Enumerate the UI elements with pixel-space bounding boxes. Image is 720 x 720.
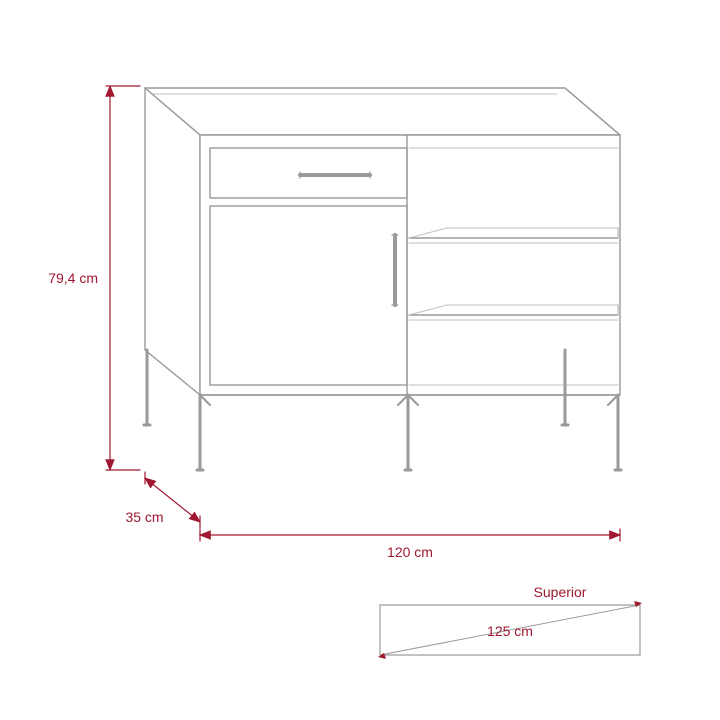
- left-side-face: [145, 88, 200, 395]
- dimensions.height_label: 79,4 cm: [48, 270, 98, 286]
- dimensions.depth_label: 35 cm: [125, 509, 163, 525]
- furniture-dimension-diagram: 79,4 cm 35 cm 120 cm Superior 125 cm: [0, 0, 720, 720]
- dimensions.width_label: 120 cm: [387, 544, 433, 560]
- front-face: [200, 135, 620, 395]
- dimensions.detail_value: 125 cm: [487, 623, 533, 639]
- top-face: [145, 88, 620, 135]
- dimensions.detail_title: Superior: [534, 584, 587, 600]
